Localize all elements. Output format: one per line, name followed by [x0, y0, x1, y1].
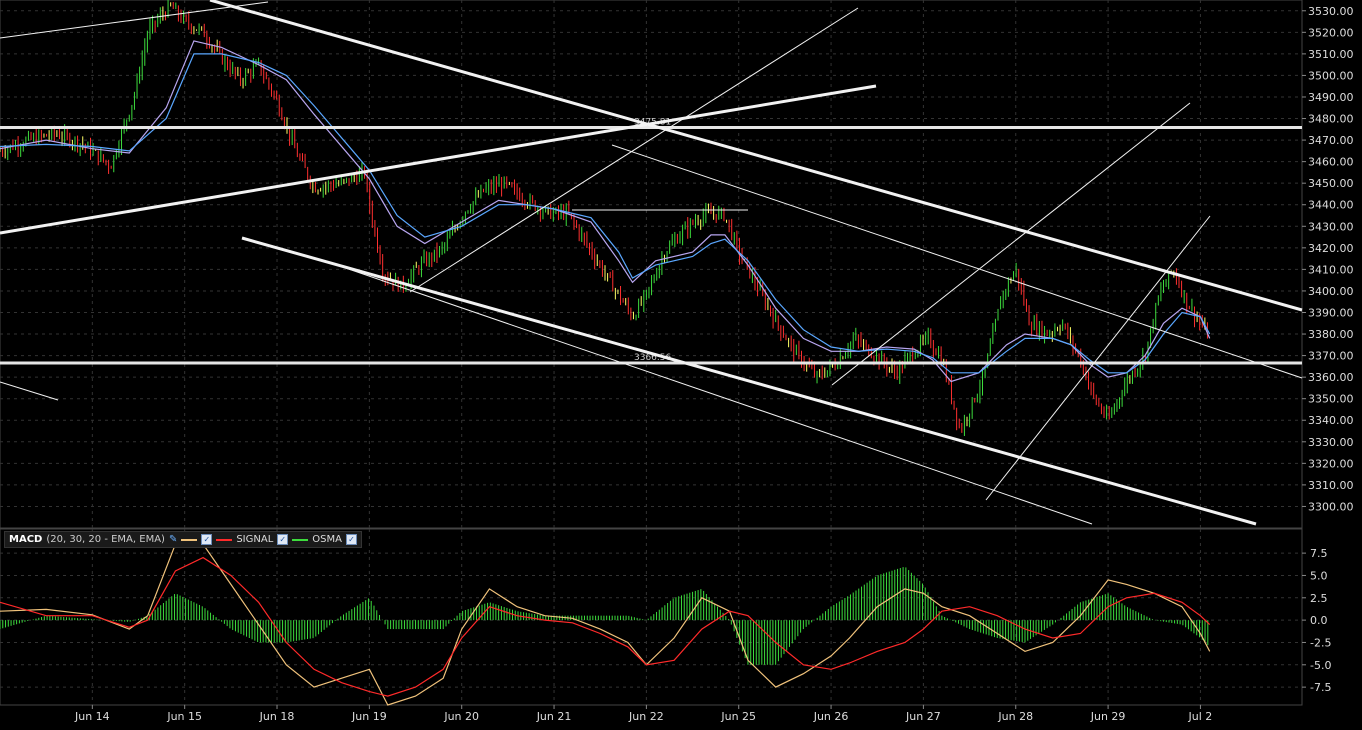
macd-tick-label: 0.0: [1310, 614, 1328, 627]
price-tick-label: 3380.00: [1308, 328, 1354, 341]
x-tick-label: Jun 18: [259, 710, 295, 723]
macd-tick-label: 5.0: [1310, 569, 1328, 582]
x-tick-label: Jun 14: [74, 710, 110, 723]
indicator-params: (20, 30, 20 - EMA, EMA): [46, 534, 165, 545]
price-frame: [0, 0, 1303, 529]
price-tick-label: 3330.00: [1308, 436, 1354, 449]
osma-label: OSMA: [312, 534, 342, 545]
signal-label: SIGNAL: [236, 534, 274, 545]
x-tick-label: Jun 22: [628, 710, 664, 723]
moving-average-slow: [0, 53, 1211, 374]
x-tick-label: Jul 2: [1188, 710, 1213, 723]
signal-swatch: [216, 538, 233, 541]
trendline: [241, 236, 1257, 526]
osma-histogram: [0, 567, 1209, 665]
trendline: [409, 7, 859, 293]
signal-checkbox[interactable]: ✓: [277, 534, 289, 545]
price-tick-label: 3320.00: [1308, 457, 1354, 470]
osma-checkbox[interactable]: ✓: [345, 534, 357, 545]
macd-legend: MACD (20, 30, 20 - EMA, EMA) ✎ ✓ SIGNAL …: [4, 531, 362, 548]
signal-line: [0, 556, 1211, 697]
price-tick-label: 3480.00: [1308, 113, 1354, 126]
x-tick-label: Jun 15: [166, 710, 202, 723]
moving-average-fast: [0, 40, 1211, 383]
price-candles: [0, 0, 1208, 436]
trendline: [327, 261, 1093, 525]
trendlines: [0, 0, 1303, 526]
price-tick-label: 3390.00: [1308, 306, 1354, 319]
axes: Jun 14 Jun 15 Jun 18 Jun 19 Jun 20 Jun 21 Jun …: [74, 5, 1354, 723]
macd-tick-label: -5.0: [1310, 659, 1331, 672]
price-tick-label: 3500.00: [1308, 69, 1354, 82]
x-tick-label: Jun 21: [536, 710, 572, 723]
macd-swatch: [181, 538, 198, 541]
x-tick-label: Jun 27: [905, 710, 941, 723]
price-tick-label: 3310.00: [1308, 479, 1354, 492]
trendline: [0, 84, 877, 235]
price-tick-label: 3300.00: [1308, 500, 1354, 513]
macd-panel: [0, 528, 1303, 706]
trendline: [0, 381, 59, 401]
price-tick-label: 3350.00: [1308, 393, 1354, 406]
price-tick-label: 3470.00: [1308, 134, 1354, 147]
level-label: 3366.56: [634, 353, 671, 363]
price-tick-label: 3510.00: [1308, 48, 1354, 61]
trendline: [0, 1, 269, 39]
price-tick-label: 3490.00: [1308, 91, 1354, 104]
trendline: [831, 102, 1191, 386]
osma-swatch: [292, 538, 309, 541]
x-tick-label: Jun 26: [813, 710, 849, 723]
macd-tick-label: 7.5: [1310, 547, 1328, 560]
x-tick-label: Jun 19: [351, 710, 387, 723]
price-tick-label: 3410.00: [1308, 263, 1354, 276]
price-tick-label: 3430.00: [1308, 220, 1354, 233]
macd-tick-label: -2.5: [1310, 636, 1331, 649]
price-tick-label: 3370.00: [1308, 350, 1354, 363]
x-tick-label: Jun 20: [443, 710, 479, 723]
price-tick-label: 3340.00: [1308, 414, 1354, 427]
x-tick-label: Jun 29: [1090, 710, 1126, 723]
price-tick-label: 3520.00: [1308, 26, 1354, 39]
trendline: [209, 0, 1303, 312]
x-tick-label: Jun 25: [720, 710, 756, 723]
macd-tick-label: 2.5: [1310, 592, 1328, 605]
price-tick-label: 3450.00: [1308, 177, 1354, 190]
settings-icon[interactable]: ✎: [168, 534, 178, 545]
price-tick-label: 3440.00: [1308, 199, 1354, 212]
price-tick-label: 3360.00: [1308, 371, 1354, 384]
x-tick-label: Jun 28: [997, 710, 1033, 723]
price-tick-label: 3400.00: [1308, 285, 1354, 298]
macd-tick-label: -7.5: [1310, 681, 1331, 694]
trendline: [611, 144, 1303, 379]
price-tick-label: 3460.00: [1308, 156, 1354, 169]
indicator-title: MACD: [9, 534, 43, 545]
price-tick-label: 3530.00: [1308, 5, 1354, 18]
trendline: [985, 215, 1211, 501]
macd-checkbox[interactable]: ✓: [201, 534, 213, 545]
price-tick-label: 3420.00: [1308, 242, 1354, 255]
